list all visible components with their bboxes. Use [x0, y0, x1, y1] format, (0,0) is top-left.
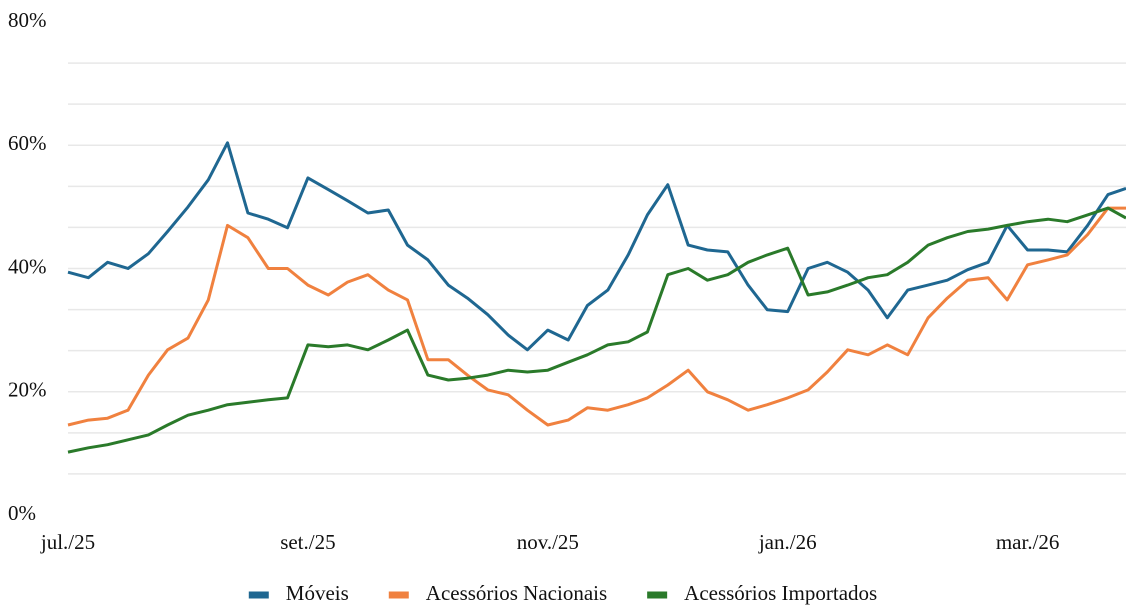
legend: Móveis Acessórios Nacionais Acessórios Imp…: [248, 581, 877, 605]
x-tick-label: set./25: [280, 530, 335, 554]
y-tick-label: 0%: [8, 501, 36, 525]
x-tick-label: jul./25: [40, 530, 95, 554]
legend-label: Acessórios Nacionais: [426, 581, 607, 605]
x-tick-label: nov./25: [517, 530, 579, 554]
y-tick-label: 20%: [8, 378, 47, 402]
x-tick-label: jan./26: [758, 530, 817, 554]
series-line: [67, 206, 1126, 454]
y-tick-label: 40%: [8, 254, 47, 278]
y-tick-label: 60%: [8, 131, 47, 155]
series-line: [67, 141, 1126, 352]
series-line: [67, 206, 1126, 427]
legend-label: Móveis: [286, 581, 349, 605]
x-tick-label: mar./26: [996, 530, 1060, 554]
y-tick-label: 80%: [8, 8, 47, 32]
legend-label: Acessórios Importados: [684, 581, 877, 605]
